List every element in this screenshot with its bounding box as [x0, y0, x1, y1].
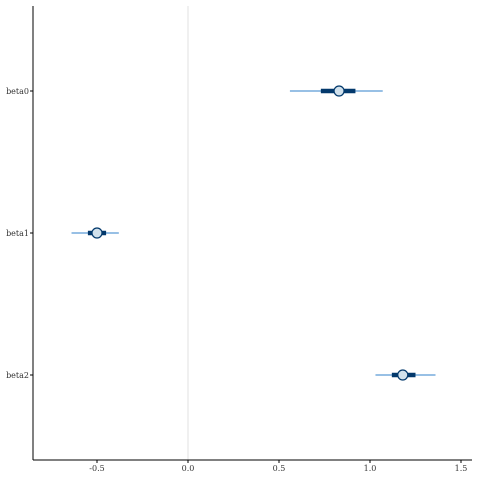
- x-tick-label-2: 0.5: [273, 464, 286, 473]
- estimate-marks: [71, 85, 436, 381]
- x-tick-label-1: 0.0: [182, 464, 195, 473]
- point-estimate-beta0: [333, 85, 345, 97]
- x-axis-ticks: -0.5 0.0 0.5 1.0 1.5: [89, 460, 467, 473]
- estimate-beta0: [289, 85, 383, 97]
- estimate-beta2: [375, 369, 436, 381]
- estimate-beta1: [71, 227, 119, 239]
- y-tick-label-beta2: beta2: [6, 371, 29, 380]
- point-estimate-beta2: [397, 369, 409, 381]
- y-tick-label-beta0: beta0: [6, 87, 29, 96]
- y-axis-ticks: beta0 beta1 beta2: [6, 87, 33, 380]
- x-tick-label-4: 1.5: [455, 464, 468, 473]
- x-tick-label-0: -0.5: [89, 464, 104, 473]
- x-tick-label-3: 1.0: [364, 464, 377, 473]
- y-tick-label-beta1: beta1: [6, 229, 29, 238]
- point-estimate-beta1: [91, 227, 103, 239]
